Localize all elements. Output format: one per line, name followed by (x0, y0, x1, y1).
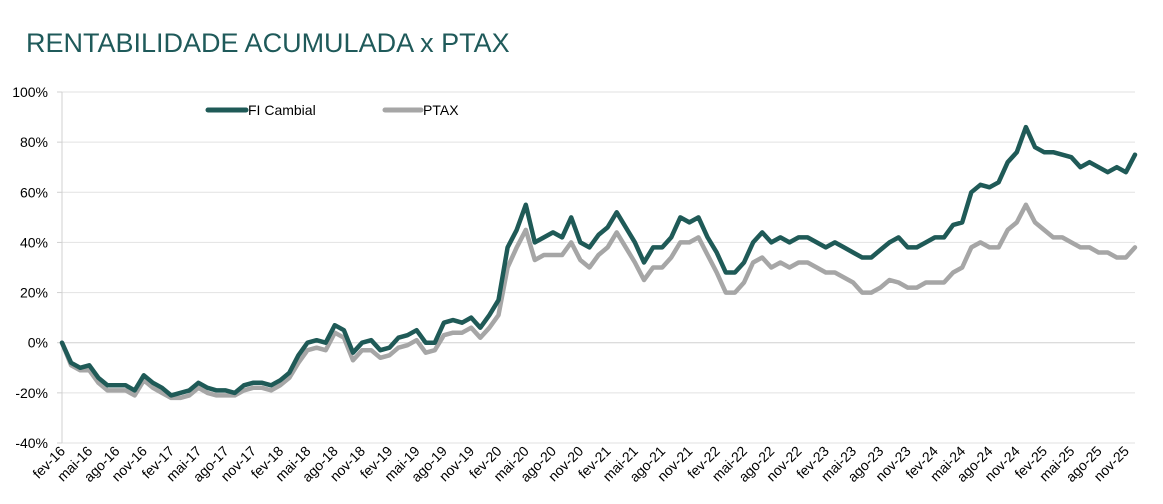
y-tick-label: -40% (15, 435, 48, 451)
y-tick-label: 0% (28, 335, 48, 351)
legend: FI Cambial PTAX (205, 102, 459, 118)
y-tick-label: 100% (12, 84, 48, 100)
chart-title: RENTABILIDADE ACUMULADA x PTAX (26, 28, 510, 58)
y-tick-label: 20% (20, 285, 48, 301)
y-tick-label: 60% (20, 184, 48, 200)
y-tick-label: 40% (20, 234, 48, 250)
x-axis-ticks: fev-16mai-16ago-16nov-16fev-17mai-17ago-… (29, 443, 1132, 485)
y-axis-ticks: -40% -20% 0% 20% 40% 60% 80% 100% (12, 84, 48, 451)
y-tick-label: 80% (20, 134, 48, 150)
series-lines (59, 124, 1138, 401)
legend-label: FI Cambial (248, 102, 316, 118)
y-tick-label: -20% (15, 385, 48, 401)
series-line-ptax (59, 202, 1138, 401)
legend-label: PTAX (423, 102, 459, 118)
series-line-fi-cambial (59, 124, 1138, 398)
